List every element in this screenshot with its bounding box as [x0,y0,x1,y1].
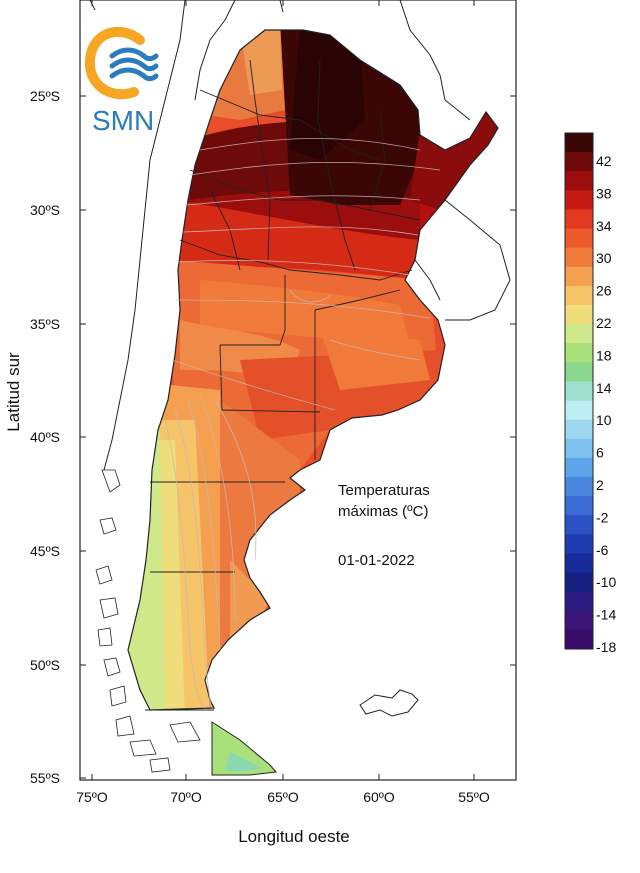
annotation-title-line2: máximas (ºC) [338,503,428,520]
smn-logo: SMN [84,26,159,136]
legend-label: 34 [596,218,612,234]
x-tick-label: 70ºO [170,789,202,805]
x-tick-label: 75ºO [76,789,108,805]
y-tick-label: 50ºS [30,657,60,673]
legend-label: 30 [596,250,612,266]
legend-swatch [565,209,593,230]
smn-logo-text: SMN [92,105,154,136]
legend-swatch [565,496,593,516]
legend-swatch [565,438,593,459]
legend-label: 38 [596,185,612,201]
legend-swatch [565,247,593,268]
y-tick-label: 35ºS [30,316,60,332]
y-tick-label: 40ºS [30,429,60,445]
x-tick-label: 65ºO [267,789,299,805]
legend-label: -10 [596,574,616,590]
legend-label: 42 [596,153,612,169]
legend-swatch [565,457,593,478]
x-tick-labels: 75ºO 70ºO 65ºO 60ºO 55ºO [76,789,490,805]
x-axis-title: Longitud oeste [238,827,350,846]
legend-swatch [565,266,593,287]
legend-swatch [565,190,593,210]
legend-swatch [565,629,593,650]
legend-swatch [565,305,593,325]
legend-swatch [565,572,593,593]
legend-swatch [565,324,593,344]
chile-coastline-islands [95,469,201,773]
legend-label: 2 [596,477,604,493]
isolines [164,138,441,709]
y-tick-label: 55ºS [30,770,60,786]
legend-swatch [565,133,593,153]
annotation-date: 01-01-2022 [338,552,415,569]
legend-swatch [565,381,593,402]
legend-label: 18 [596,347,612,363]
y-axis-title: Latitud sur [4,352,23,432]
argentina-outline [127,29,499,711]
legend-label: -6 [596,542,609,558]
legend-swatch [565,400,593,421]
y-tick-label: 30ºS [30,202,60,218]
legend-swatch [565,534,593,554]
neighbor-borders [89,0,511,471]
legend-label: 22 [596,315,612,331]
legend-swatch [565,515,593,535]
legend-swatch [565,553,593,574]
annotation-title-line1: Temperaturas [338,482,430,499]
x-tick-label: 55ºO [458,789,490,805]
legend-swatch [565,171,593,191]
malvinas-islands [359,689,419,717]
legend-swatch [565,343,593,363]
legend-swatch [565,610,593,631]
legend-swatch [565,362,593,382]
legend-swatch [565,285,593,306]
legend-label: -2 [596,509,609,525]
legend-label: 10 [596,412,612,428]
legend-label: 6 [596,445,604,461]
legend-swatch [565,591,593,612]
legend-swatch [565,152,593,172]
legend-label: -18 [596,639,616,655]
legend-swatch [565,477,593,497]
legend-swatches [565,133,593,650]
y-tick-labels: 25ºS 30ºS 35ºS 40ºS 45ºS 50ºS 55ºS [30,88,60,786]
legend-labels: 42 38 34 30 26 22 18 14 10 6 2 -2 -6 -10 -14 -18 [596,153,616,655]
x-tick-label: 60ºO [363,789,395,805]
y-tick-label: 25ºS [30,88,60,104]
color-legend: 42 38 34 30 26 22 18 14 10 6 2 -2 -6 -10 -14 -18 [564,132,616,655]
map-annotation: Temperaturas máximas (ºC) 01-01-2022 [338,482,430,569]
legend-label: 26 [596,283,612,299]
smn-waves-icon [84,26,159,100]
legend-swatch [565,228,593,249]
legend-swatch [565,419,593,440]
y-tick-label: 45ºS [30,543,60,559]
legend-label: 14 [596,380,612,396]
legend-label: -14 [596,607,616,623]
y-axis [80,95,516,779]
x-axis [91,0,475,780]
